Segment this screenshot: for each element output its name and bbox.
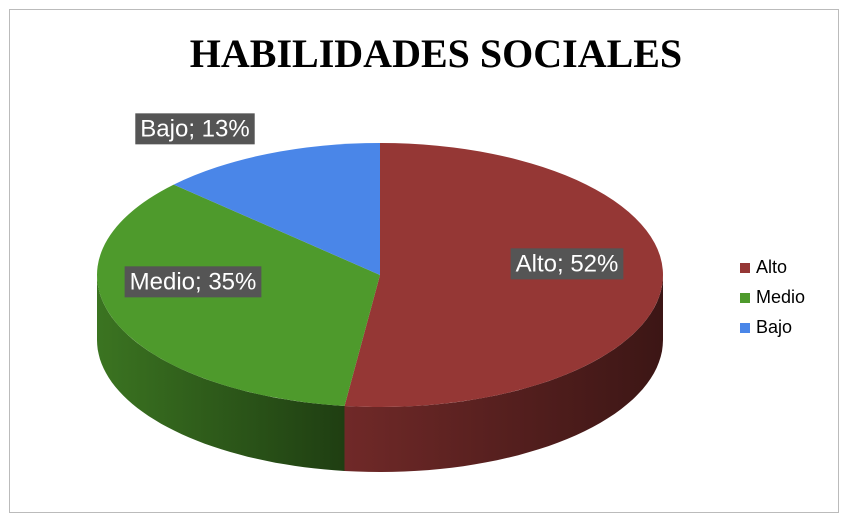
legend-swatch xyxy=(740,293,750,303)
legend-label: Bajo xyxy=(756,317,792,337)
data-label-text: Bajo; 13% xyxy=(140,115,249,142)
pie-slice xyxy=(344,143,663,407)
pie-side xyxy=(97,275,345,471)
pie-slice xyxy=(173,143,380,275)
data-label-box xyxy=(510,248,624,280)
data-label-box xyxy=(124,266,262,298)
chart-title: HABILIDADES SOCIALES xyxy=(190,31,682,76)
legend-swatch xyxy=(740,323,750,333)
legend-label: Medio xyxy=(756,287,805,307)
data-label: Bajo; 13% xyxy=(135,113,255,145)
data-label-text: Medio; 35% xyxy=(130,268,257,295)
data-label: Medio; 35% xyxy=(124,266,262,298)
legend-swatch xyxy=(740,263,750,273)
legend-label: Alto xyxy=(756,257,787,277)
data-label-box xyxy=(135,113,255,145)
data-label-text: Alto; 52% xyxy=(516,250,619,277)
data-label: Alto; 52% xyxy=(510,248,624,280)
pie-side xyxy=(344,275,663,472)
